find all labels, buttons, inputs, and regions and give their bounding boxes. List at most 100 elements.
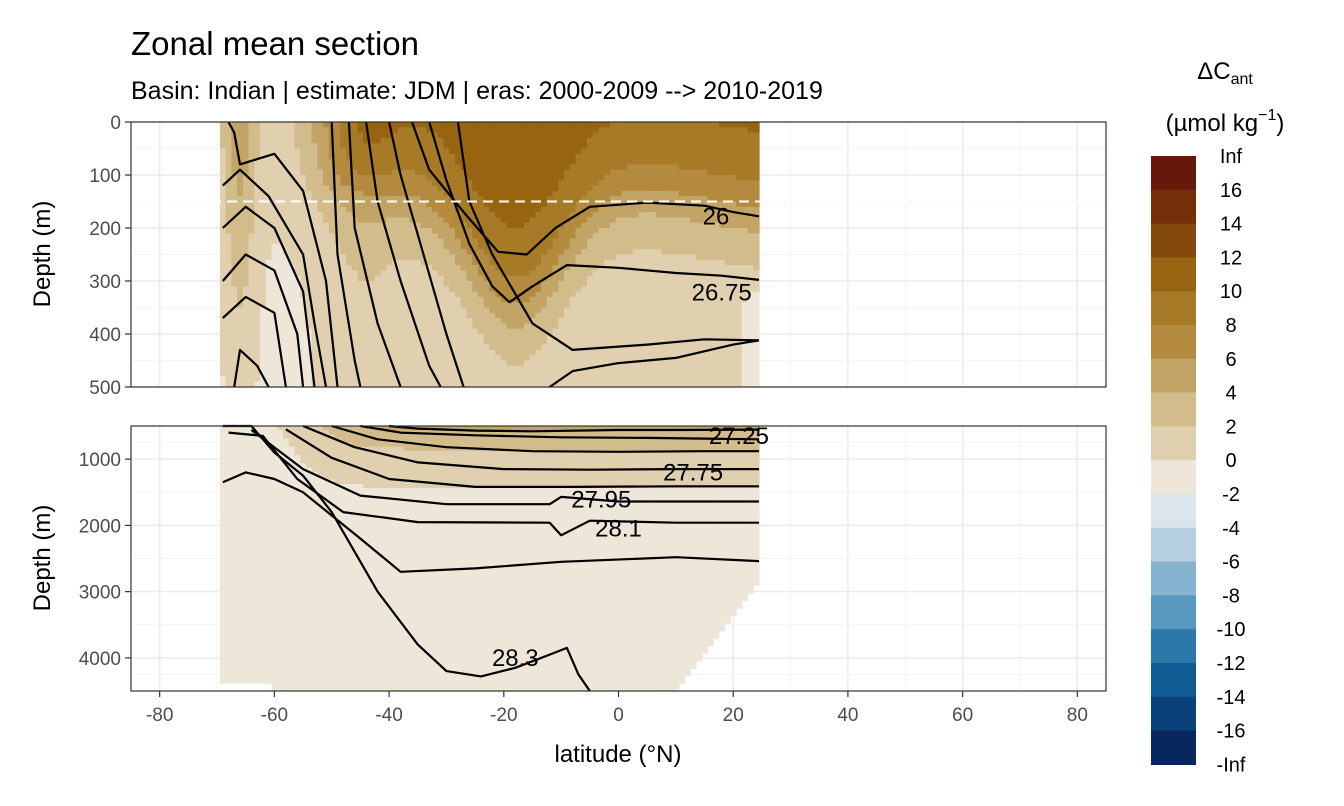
delta-cant-cell [564, 243, 571, 250]
delta-cant-cell [672, 137, 680, 144]
delta-cant-cell [443, 233, 450, 240]
delta-cant-cell [500, 217, 508, 224]
delta-cant-cell [753, 339, 760, 346]
delta-cant-cell [609, 270, 617, 277]
delta-cant-cell [455, 228, 462, 234]
delta-cant-cell [455, 281, 462, 287]
delta-cant-cell [265, 185, 273, 192]
delta-cant-cell [495, 323, 502, 330]
delta-cant-cell [541, 286, 548, 293]
delta-cant-cell [219, 360, 227, 367]
delta-cant-cell [609, 185, 617, 192]
delta-cant-cell [535, 169, 542, 176]
delta-cant-cell [300, 206, 307, 213]
delta-cant-cell [747, 270, 754, 277]
delta-cant-cell [684, 259, 691, 266]
delta-cant-cell [374, 334, 382, 340]
delta-cant-cell [546, 206, 554, 213]
delta-cant-cell [409, 233, 416, 240]
delta-cant-cell [305, 196, 313, 203]
delta-cant-cell [254, 217, 261, 224]
delta-cant-cell [300, 127, 307, 134]
upper-panel-border [130, 121, 1107, 388]
delta-cant-cell [420, 291, 427, 298]
delta-cant-cell [747, 217, 754, 224]
delta-cant-cell [254, 122, 261, 128]
delta-cant-cell [363, 265, 370, 271]
delta-cant-cell [351, 323, 359, 330]
delta-cant-cell [288, 201, 296, 208]
delta-cant-cell [225, 426, 232, 431]
delta-cant-cell [317, 296, 324, 303]
delta-cant-cell [546, 164, 554, 171]
delta-cant-cell [374, 228, 382, 234]
delta-cant-cell [265, 169, 273, 176]
delta-cant-cell [489, 307, 496, 314]
delta-cant-cell [701, 132, 708, 139]
delta-cant-cell [529, 259, 536, 266]
delta-cant-cell [386, 137, 393, 144]
delta-cant-cell [437, 190, 445, 197]
delta-cant-cell [260, 270, 267, 277]
delta-cant-cell [237, 201, 244, 208]
delta-cant-cell [455, 243, 462, 250]
delta-cant-cell [753, 243, 760, 250]
delta-cant-cell [260, 148, 267, 155]
delta-cant-cell [271, 127, 278, 134]
delta-cant-cell [449, 286, 456, 293]
delta-cant-cell [609, 307, 617, 314]
delta-cant-cell [328, 296, 336, 303]
delta-cant-cell [609, 323, 617, 330]
delta-cant-cell [564, 281, 571, 287]
delta-cant-cell [713, 286, 720, 293]
delta-cant-cell [718, 164, 726, 171]
delta-cant-cell [695, 228, 703, 234]
delta-cant-cell [724, 143, 731, 150]
delta-cant-cell [288, 127, 296, 134]
delta-cant-cell [254, 238, 261, 245]
delta-cant-cell [282, 281, 290, 287]
delta-cant-cell [609, 275, 617, 282]
delta-cant-cell [437, 355, 445, 362]
delta-cant-cell [237, 438, 244, 444]
delta-cant-cell [690, 180, 697, 187]
delta-cant-cell [655, 312, 663, 319]
delta-cant-cell [713, 302, 720, 309]
delta-cant-cell [581, 238, 588, 245]
delta-cant-cell [661, 206, 668, 213]
delta-cant-cell [225, 558, 232, 564]
delta-cant-cell [638, 365, 645, 372]
delta-cant-cell [386, 180, 393, 187]
delta-cant-cell [615, 328, 622, 335]
delta-cant-cell [260, 291, 267, 298]
delta-cant-cell [644, 265, 651, 271]
delta-cant-cell [455, 360, 462, 367]
delta-cant-cell [500, 286, 508, 293]
delta-cant-cell [340, 307, 347, 314]
delta-cant-cell [260, 122, 267, 128]
delta-cant-cell [604, 137, 611, 144]
delta-cant-cell [311, 238, 318, 245]
delta-cant-cell [357, 122, 364, 128]
delta-cant-cell [604, 376, 611, 383]
delta-cant-cell [695, 318, 703, 324]
delta-cant-cell [397, 243, 405, 250]
delta-cant-cell [219, 365, 227, 372]
delta-cant-cell [707, 349, 714, 356]
delta-cant-cell [707, 291, 714, 298]
delta-cant-cell [317, 228, 324, 234]
delta-cant-cell [282, 286, 290, 293]
delta-cant-cell [437, 270, 445, 277]
delta-cant-cell [638, 381, 645, 388]
delta-cant-cell [414, 376, 422, 383]
delta-cant-cell [242, 281, 250, 287]
delta-cant-cell [724, 122, 731, 128]
delta-cant-cell [231, 454, 238, 460]
isopycnal-contour [549, 339, 760, 388]
delta-cant-cell [575, 122, 582, 128]
delta-cant-cell [564, 365, 571, 372]
delta-cant-cell [231, 674, 238, 680]
delta-cant-cell [443, 148, 450, 155]
delta-cant-cell [609, 249, 617, 256]
delta-cant-cell [443, 265, 450, 271]
